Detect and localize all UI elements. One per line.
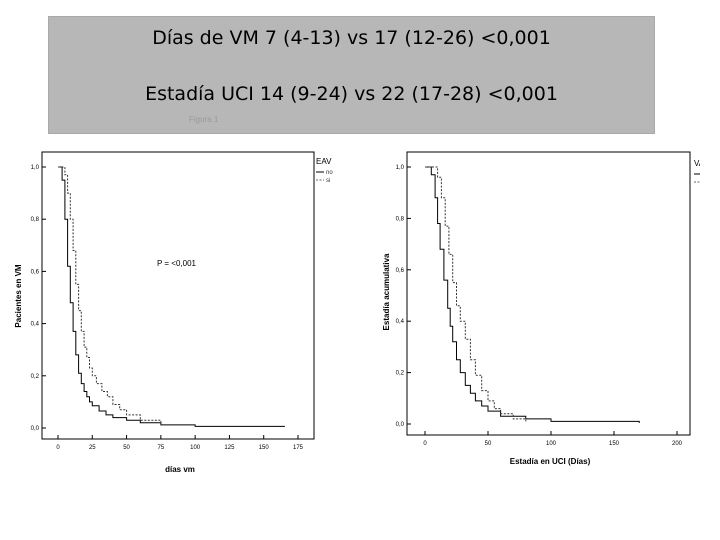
- vm-x-axis-label: días vm: [165, 465, 195, 474]
- vm-x-tick-label: 175: [293, 445, 304, 451]
- uci-y-tick-label: 0,4: [396, 319, 405, 325]
- vm-y-tick-label: 1,0: [31, 165, 40, 171]
- vm-x-tick-label: 100: [190, 445, 201, 451]
- vm-series-si: [58, 166, 162, 426]
- uci-x-axis-label: Estadía en UCI (Días): [510, 457, 591, 466]
- uci-y-tick-label: 1,0: [396, 165, 405, 171]
- vm-x-tick-label: 25: [89, 445, 96, 451]
- vm-legend-title: EAV: [316, 157, 332, 166]
- vm-x-tick-label: 150: [259, 445, 270, 451]
- uci-x-tick-label: 50: [485, 441, 492, 447]
- chart-vm: 0,0 0,2 0,4 0,6 0,8 1,0 0 25 50 75 100 125 150 175 día…: [14, 151, 333, 474]
- uci-y-tick-label: 0,0: [396, 422, 405, 428]
- vm-y-tick-label: 0,4: [31, 322, 40, 328]
- uci-y-tick-label: 0,6: [396, 268, 405, 274]
- vm-y-tick-label: 0,8: [31, 217, 40, 223]
- vm-plot-frame: [41, 151, 315, 440]
- chart-panel-uci: 0,0 0,2 0,4 0,6 0,8 1,0 0 50 100 150 200 Estadía en…: [380, 146, 711, 466]
- uci-series-si: [425, 166, 527, 422]
- vm-p-value-annotation: P = <0,001: [157, 259, 197, 268]
- vm-x-tick-label: 75: [158, 445, 165, 451]
- uci-x-tick-label: 100: [546, 441, 557, 447]
- figure-caption: Figura 1: [189, 115, 219, 124]
- vm-legend-entry-no: no: [326, 170, 333, 176]
- vm-x-tick-label: 125: [224, 445, 235, 451]
- uci-series-no: [425, 166, 640, 423]
- vm-legend-entry-si: si: [326, 178, 330, 184]
- vm-y-axis-label: Pacientes en VM: [14, 264, 23, 327]
- vm-y-tick-label: 0,0: [31, 426, 40, 432]
- vm-x-tick-label: 50: [123, 445, 130, 451]
- uci-y-tick-label: 0,2: [396, 371, 405, 377]
- summary-banner: Días de VM 7 (4-13) vs 17 (12-26) <0,001…: [48, 16, 655, 134]
- chart-panel-vm: 0,0 0,2 0,4 0,6 0,8 1,0 0 25 50 75 100 125 150 175 día…: [12, 146, 352, 476]
- uci-x-tick-label: 0: [423, 441, 427, 447]
- uci-y-tick-label: 0,8: [396, 216, 405, 222]
- uci-plot-frame: [406, 151, 691, 436]
- vm-y-tick-label: 0,6: [31, 269, 40, 275]
- vm-series-no: [58, 166, 285, 427]
- vm-y-tick-label: 0,2: [31, 374, 40, 380]
- vm-x-tick-label: 0: [56, 445, 60, 451]
- chart-uci: 0,0 0,2 0,4 0,6 0,8 1,0 0 50 100 150 200 Estadía en…: [382, 151, 711, 466]
- banner-line-uci: Estadía UCI 14 (9-24) vs 22 (17-28) <0,0…: [145, 83, 558, 105]
- uci-legend-title: VAC: [694, 159, 700, 168]
- banner-line-vm: Días de VM 7 (4-13) vs 17 (12-26) <0,001: [152, 27, 551, 49]
- uci-x-tick-label: 200: [672, 441, 683, 447]
- uci-y-axis-label: Estadía acumulativa: [382, 253, 391, 330]
- uci-x-tick-label: 150: [609, 441, 620, 447]
